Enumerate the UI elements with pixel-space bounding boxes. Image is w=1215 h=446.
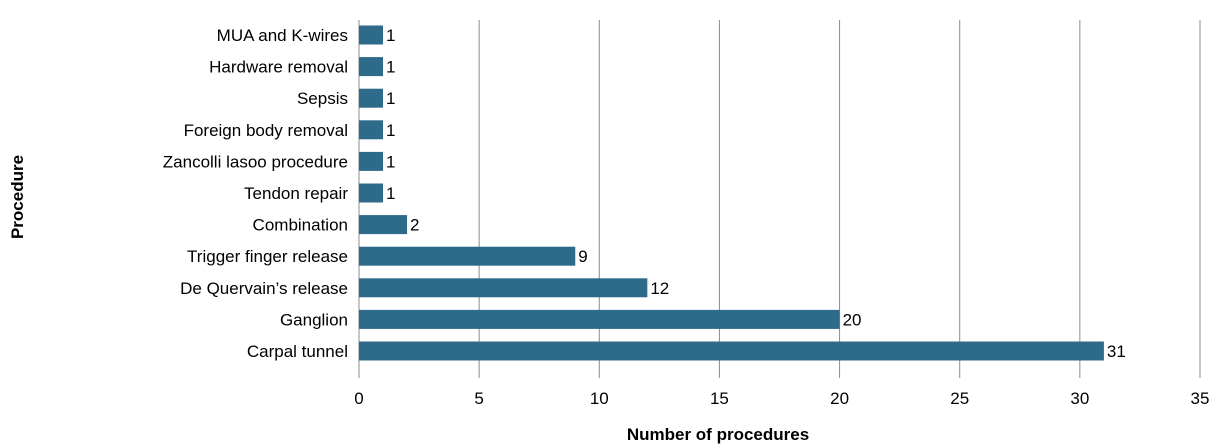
x-axis-title: Number of procedures: [627, 425, 809, 444]
bar: [359, 341, 1104, 361]
bar: [359, 309, 840, 329]
bar: [359, 246, 576, 266]
x-tick-label: 5: [474, 389, 483, 408]
category-label: Trigger finger release: [187, 247, 348, 266]
y-axis-title: Procedure: [8, 155, 27, 239]
category-label: De Quervain’s release: [180, 279, 348, 298]
data-label: 9: [578, 247, 587, 266]
bar: [359, 88, 384, 108]
category-label: Tendon repair: [244, 184, 348, 203]
data-label: 1: [386, 152, 395, 171]
data-label: 1: [386, 58, 395, 77]
bar: [359, 278, 648, 298]
bar: [359, 151, 384, 171]
data-label: 1: [386, 121, 395, 140]
category-label: Ganglion: [280, 310, 348, 329]
data-label: 1: [386, 89, 395, 108]
category-label: Zancolli lasoo procedure: [163, 152, 348, 171]
x-tick-label: 25: [950, 389, 969, 408]
bar: [359, 215, 408, 235]
x-tick-label: 20: [830, 389, 849, 408]
data-label: 12: [650, 279, 669, 298]
data-label: 1: [386, 26, 395, 45]
data-label: 2: [410, 216, 419, 235]
x-tick-label: 0: [354, 389, 363, 408]
category-label: Hardware removal: [209, 58, 348, 77]
data-label: 20: [843, 310, 862, 329]
x-tick-label: 15: [710, 389, 729, 408]
category-label: Combination: [253, 216, 348, 235]
x-tick-label: 30: [1070, 389, 1089, 408]
category-label: Foreign body removal: [184, 121, 348, 140]
x-tick-label: 10: [590, 389, 609, 408]
category-label: MUA and K-wires: [217, 26, 348, 45]
data-label: 31: [1107, 342, 1126, 361]
category-label: Carpal tunnel: [247, 342, 348, 361]
gridlines: [358, 20, 1201, 378]
bar: [359, 183, 384, 203]
data-label: 1: [386, 184, 395, 203]
x-tick-label: 35: [1191, 389, 1210, 408]
category-labels: MUA and K-wires Hardware removal Sepsis For…: [163, 26, 349, 361]
bar: [359, 25, 384, 45]
category-label: Sepsis: [297, 89, 348, 108]
x-tick-labels: 0 5 10 15 20 25 30 35: [354, 389, 1209, 408]
bar: [359, 57, 384, 77]
bars: [359, 25, 1104, 361]
bar: [359, 120, 384, 140]
